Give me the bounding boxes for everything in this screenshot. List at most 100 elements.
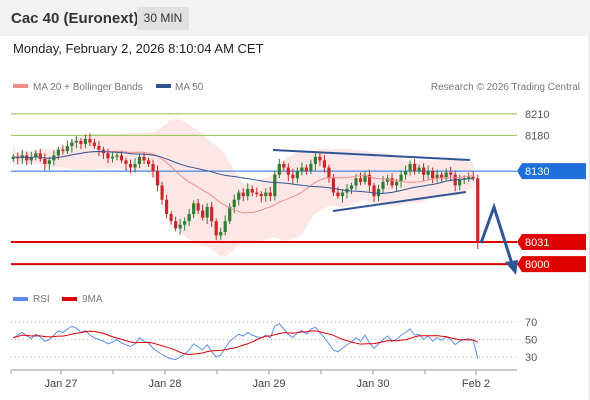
candle-body: [92, 142, 97, 147]
candle-body: [291, 174, 295, 179]
level-label-8130: 8130: [525, 166, 549, 178]
rsi-grid: 70 50 30: [11, 317, 537, 364]
candle-body: [399, 174, 403, 182]
x-tick-label: Jan 28: [148, 378, 181, 390]
rsi-tick-label-70: 70: [525, 317, 537, 329]
candle-body: [124, 160, 128, 164]
candle-body: [34, 153, 38, 157]
candle-body: [192, 203, 196, 215]
candle-body: [449, 172, 453, 175]
candle-body: [431, 171, 435, 179]
bollinger-band: [13, 118, 474, 257]
candle-body: [435, 174, 439, 179]
rsi-legend-label: RSI: [33, 294, 50, 305]
candle-body: [43, 158, 47, 164]
candle-body: [183, 221, 187, 225]
level-label-8180: 8180: [525, 130, 549, 142]
candle-body: [205, 206, 209, 218]
candle-body: [372, 185, 376, 197]
candle-body: [219, 231, 223, 236]
candle-body: [106, 153, 110, 159]
candle-body: [458, 179, 462, 186]
candle-body: [318, 156, 322, 161]
timestamp: Monday, February 2, 2026 8:10:04 AM CET: [13, 41, 264, 56]
candle-body: [340, 192, 345, 197]
candle-body: [232, 199, 236, 207]
candle-body: [426, 171, 430, 175]
channel-upper-line: [272, 149, 471, 161]
level-labels: 8210 8180 8130 8031 8000: [517, 109, 586, 273]
candle-body: [300, 167, 304, 172]
rsi-ma-legend-swatch: [62, 297, 77, 301]
candle-body: [327, 167, 331, 179]
candle-body: [174, 221, 178, 229]
candle-body: [142, 156, 146, 161]
candle-body: [187, 214, 191, 222]
forecast-arrow-head: [505, 260, 518, 275]
candle-body: [133, 163, 137, 168]
candle-body: [349, 185, 354, 189]
candle-body: [304, 167, 308, 172]
candle-body: [128, 163, 133, 168]
candle-body: [255, 192, 259, 195]
candle-body: [160, 185, 164, 200]
candle-body: [65, 146, 69, 152]
level-label-8210: 8210: [525, 109, 549, 121]
candle-body: [322, 160, 327, 168]
candle-body: [83, 138, 88, 144]
candle-body: [408, 163, 412, 172]
candle-body: [313, 156, 317, 164]
candle-body: [74, 141, 78, 143]
candle-body: [259, 194, 263, 197]
candle-body: [241, 192, 245, 197]
timeframe-button[interactable]: 30 MIN: [137, 7, 189, 30]
candle-body: [336, 192, 340, 197]
level-tag-8000: [517, 256, 586, 273]
rsi-ma-line: [13, 330, 478, 356]
candle-body: [164, 199, 169, 215]
rsi-line: [13, 323, 479, 361]
candle-body: [376, 189, 381, 197]
x-tick-label: Feb 2: [462, 378, 490, 390]
ma50-line: [13, 151, 474, 194]
level-tag-8031: [517, 233, 586, 250]
candle-body: [440, 174, 444, 179]
candle-body: [394, 181, 399, 186]
candle-body: [444, 172, 448, 179]
bollinger-legend-swatch: [13, 84, 28, 88]
candle-body: [367, 174, 372, 186]
candle-body: [47, 160, 51, 164]
candle-body: [467, 176, 471, 179]
bollinger-legend-label: MA 20 + Bollinger Bands: [33, 82, 143, 93]
candle-body: [228, 206, 232, 222]
candle-body: [155, 171, 160, 186]
candle-body: [381, 181, 385, 189]
bollinger-band-fill: [13, 118, 474, 257]
candle-body: [119, 155, 124, 161]
candle-body: [476, 178, 480, 243]
candle-body: [115, 155, 119, 157]
candle-body: [110, 156, 115, 159]
candle-body: [268, 192, 272, 197]
rsi-tick-label-30: 30: [525, 352, 537, 364]
candle-body: [250, 189, 254, 193]
candle-body: [56, 149, 60, 156]
candle-body: [196, 203, 200, 211]
candle-body: [137, 156, 142, 164]
candle-body: [223, 221, 227, 232]
candle-body: [246, 189, 250, 197]
level-tag-8130: [517, 163, 586, 180]
instrument-title: Cac 40 (Euronext): [11, 10, 139, 27]
candle-body: [201, 210, 205, 218]
candle-body: [264, 192, 268, 197]
candle-body: [169, 214, 173, 222]
ma50-legend-swatch: [156, 84, 171, 88]
candle-body: [61, 149, 65, 152]
x-axis-ticks: Jan 27 Jan 28 Jan 29 Jan 30 Feb 2: [10, 370, 490, 390]
rsi-legend-swatch: [13, 297, 28, 301]
level-label-8031: 8031: [525, 237, 549, 249]
candle-body: [354, 178, 358, 186]
candle-body: [237, 192, 241, 200]
candle-body: [286, 167, 290, 175]
